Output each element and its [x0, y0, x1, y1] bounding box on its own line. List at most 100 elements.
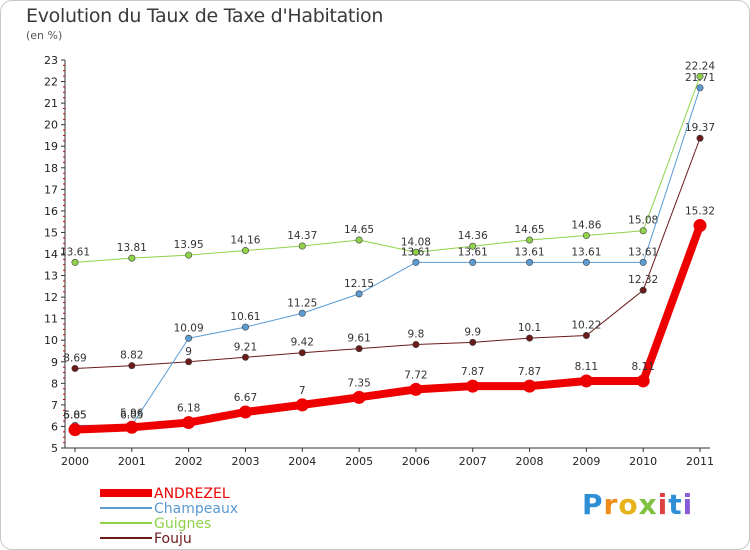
data-label-champeaux: 10.61 — [230, 311, 260, 323]
proxiti-logo: Proxiti — [582, 488, 693, 521]
logo-letter: r — [603, 488, 619, 521]
data-label-andrezel: 7.87 — [461, 366, 484, 378]
y-tick-label: 7 — [51, 399, 58, 412]
data-point-fouju — [128, 362, 136, 370]
y-tick-label: 19 — [44, 140, 58, 153]
series-line-champeaux — [74, 87, 701, 426]
data-point-fouju — [639, 286, 647, 294]
data-point-andrezel — [636, 374, 650, 388]
data-point-guignes — [71, 258, 79, 266]
data-label-fouju: 8.69 — [63, 352, 86, 364]
data-point-andrezel — [579, 374, 593, 388]
data-label-fouju: 9.9 — [464, 326, 481, 338]
data-label-guignes: 13.61 — [60, 246, 90, 258]
data-label-andrezel: 6.18 — [177, 403, 200, 415]
data-label-andrezel: 8.11 — [631, 361, 654, 373]
data-point-guignes — [639, 227, 647, 235]
data-label-fouju: 9.61 — [347, 333, 370, 345]
x-tick-label: 2010 — [629, 455, 657, 468]
data-point-andrezel — [238, 405, 252, 419]
data-point-fouju — [298, 349, 306, 357]
data-label-guignes: 14.16 — [230, 235, 260, 247]
data-point-champeaux — [412, 258, 420, 266]
data-point-guignes — [469, 242, 477, 250]
data-point-fouju — [526, 334, 534, 342]
y-tick-label: 14 — [44, 248, 58, 261]
y-tick-label: 11 — [44, 313, 58, 326]
data-point-champeaux — [355, 290, 363, 298]
chart-title: Evolution du Taux de Taxe d'Habitation — [26, 5, 384, 27]
y-tick-label: 22 — [44, 76, 58, 89]
y-tick-label: 8 — [51, 377, 58, 390]
data-label-andrezel: 7.87 — [518, 366, 541, 378]
data-point-andrezel — [295, 398, 309, 412]
data-point-champeaux — [526, 258, 534, 266]
series-line-fouju — [74, 137, 701, 369]
y-tick-label: 15 — [44, 226, 58, 239]
data-point-guignes — [241, 247, 249, 255]
series-line-guignes — [74, 75, 701, 263]
data-point-fouju — [582, 331, 590, 339]
x-tick-label: 2000 — [61, 455, 89, 468]
data-label-champeaux: 11.25 — [287, 297, 317, 309]
data-point-champeaux — [582, 258, 590, 266]
data-point-andrezel — [523, 379, 537, 393]
data-label-guignes: 14.37 — [287, 230, 317, 242]
data-point-champeaux — [696, 84, 704, 92]
data-point-andrezel — [352, 390, 366, 404]
chart-subtitle: (en %) — [26, 29, 63, 42]
y-tick-label: 18 — [44, 162, 58, 175]
data-label-andrezel: 5.85 — [63, 410, 86, 422]
logo-letter: i — [682, 488, 694, 521]
x-tick-label: 2006 — [402, 455, 430, 468]
data-label-andrezel: 6.67 — [234, 392, 257, 404]
data-point-champeaux — [639, 258, 647, 266]
x-tick-label: 2011 — [686, 455, 714, 468]
data-point-guignes — [696, 72, 704, 80]
data-point-andrezel — [182, 416, 196, 430]
y-tick-label: 10 — [44, 334, 58, 347]
data-point-fouju — [469, 338, 477, 346]
x-tick-label: 2007 — [459, 455, 487, 468]
data-label-champeaux: 6.05 — [120, 409, 143, 421]
data-label-champeaux: 13.61 — [401, 246, 431, 258]
data-point-guignes — [355, 236, 363, 244]
y-tick-label: 23 — [44, 54, 58, 67]
data-point-guignes — [128, 254, 136, 262]
data-label-andrezel: 5.96 — [120, 407, 144, 419]
data-label-champeaux: 13.61 — [628, 246, 658, 258]
data-point-fouju — [185, 358, 193, 366]
data-label-fouju: 19.37 — [685, 122, 715, 134]
data-point-andrezel — [125, 420, 139, 434]
data-label-andrezel: 7.72 — [404, 369, 427, 381]
legend-label-guignes: Guignes — [154, 516, 211, 532]
logo-letter: x — [638, 488, 658, 521]
data-label-fouju: 10.1 — [518, 322, 541, 334]
y-tick-label: 17 — [44, 183, 58, 196]
logo-letter: P — [582, 488, 604, 521]
y-tick-label: 5 — [51, 442, 58, 455]
data-label-fouju: 10.22 — [571, 319, 601, 331]
data-point-guignes — [526, 236, 534, 244]
y-tick-label: 6 — [51, 420, 58, 433]
data-point-guignes — [185, 251, 193, 259]
data-label-champeaux: 10.09 — [174, 322, 204, 334]
x-tick-label: 2004 — [288, 455, 316, 468]
data-point-andrezel — [409, 382, 423, 396]
data-label-champeaux: 13.61 — [515, 246, 545, 258]
data-label-guignes: 13.81 — [117, 242, 147, 254]
y-tick-label: 21 — [44, 97, 58, 110]
logo-letter: i — [657, 488, 669, 521]
data-point-fouju — [412, 341, 420, 349]
data-label-fouju: 8.82 — [120, 350, 143, 362]
data-label-champeaux: 6.05 — [63, 409, 86, 421]
data-label-champeaux: 13.61 — [571, 246, 601, 258]
data-point-champeaux — [241, 323, 249, 331]
data-label-andrezel: 8.11 — [575, 361, 598, 373]
data-label-guignes: 14.36 — [458, 230, 488, 242]
x-tick-label: 2002 — [175, 455, 203, 468]
legend-label-andrezel: ANDREZEL — [154, 486, 230, 502]
x-tick-label: 2001 — [118, 455, 146, 468]
